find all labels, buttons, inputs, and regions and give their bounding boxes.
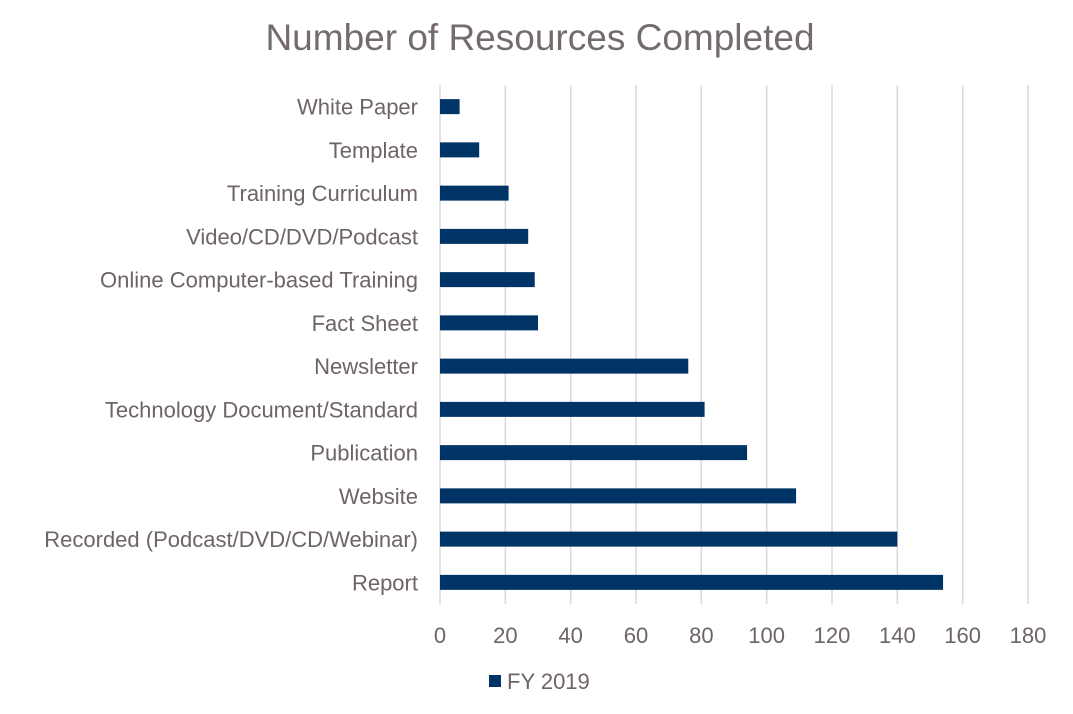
x-tick-label: 80: [689, 623, 713, 648]
x-tick-label: 180: [1010, 623, 1047, 648]
chart-title: Number of Resources Completed: [265, 17, 814, 58]
bar: [440, 185, 509, 201]
x-tick-label: 0: [434, 623, 446, 648]
x-tick-label: 140: [879, 623, 916, 648]
category-label: Template: [329, 138, 418, 163]
bar: [440, 99, 460, 115]
category-label: White Paper: [297, 95, 418, 120]
bar: [440, 401, 705, 417]
category-label: Publication: [310, 441, 418, 466]
category-label: Technology Document/Standard: [105, 397, 418, 422]
bar: [440, 315, 538, 331]
bar: [440, 358, 689, 374]
category-label: Website: [339, 484, 418, 509]
gridlines: [439, 85, 1029, 604]
bar: [440, 272, 535, 288]
x-tick-label: 160: [944, 623, 981, 648]
bars: [440, 99, 944, 590]
bar: [440, 445, 748, 461]
bar: [440, 531, 898, 547]
legend-swatch: [489, 675, 501, 687]
category-label: Online Computer-based Training: [100, 268, 418, 293]
bar: [440, 488, 797, 504]
category-label: Recorded (Podcast/DVD/CD/Webinar): [44, 527, 418, 552]
category-label: Report: [352, 570, 418, 595]
x-axis-tick-labels: 0 20 40 60 80 100 120 140 160 180: [434, 623, 1046, 648]
x-tick-label: 60: [624, 623, 648, 648]
category-label: Newsletter: [314, 354, 418, 379]
category-labels: Report Recorded (Podcast/DVD/CD/Webinar) W…: [44, 95, 418, 596]
legend: FY 2019: [489, 669, 590, 694]
category-label: Fact Sheet: [312, 311, 418, 336]
x-tick-label: 40: [558, 623, 582, 648]
category-label: Training Curriculum: [227, 181, 418, 206]
legend-label: FY 2019: [507, 669, 590, 694]
x-tick-label: 120: [814, 623, 851, 648]
bar: [440, 228, 529, 244]
bar: [440, 574, 944, 590]
x-tick-label: 100: [748, 623, 785, 648]
category-label: Video/CD/DVD/Podcast: [186, 224, 418, 249]
bar: [440, 142, 480, 158]
x-tick-label: 20: [493, 623, 517, 648]
